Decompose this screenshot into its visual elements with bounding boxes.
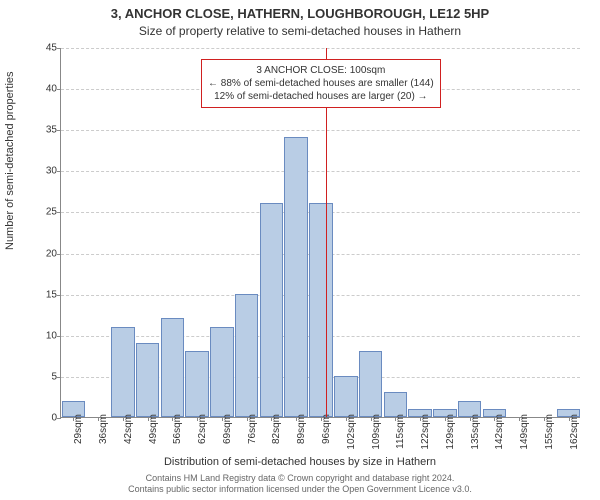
x-axis-label: Distribution of semi-detached houses by …: [0, 456, 600, 468]
y-tick-label: 5: [31, 371, 57, 382]
x-tick-label: 82sqm: [271, 414, 282, 444]
histogram-bar: [185, 351, 209, 417]
y-tick-label: 20: [31, 248, 57, 259]
y-tick-mark: [57, 171, 61, 172]
annotation-line-3: 12% of semi-detached houses are larger (…: [208, 90, 434, 103]
x-tick-label: 155sqm: [544, 414, 555, 450]
x-tick-label: 96sqm: [321, 414, 332, 444]
y-tick-label: 30: [31, 166, 57, 177]
x-tick-label: 135sqm: [470, 414, 481, 450]
histogram-bar: [359, 351, 383, 417]
x-tick-label: 102sqm: [346, 414, 357, 450]
x-tick-label: 115sqm: [395, 414, 406, 449]
x-tick-label: 29sqm: [73, 414, 84, 444]
x-tick-label: 49sqm: [148, 414, 159, 444]
y-tick-mark: [57, 212, 61, 213]
y-tick-label: 45: [31, 43, 57, 54]
x-tick-label: 76sqm: [247, 414, 258, 444]
gridline-h: [61, 171, 580, 172]
plot-area: 05101520253035404529sqm36sqm42sqm49sqm56…: [60, 48, 580, 418]
x-tick-label: 89sqm: [296, 414, 307, 444]
histogram-bar: [161, 318, 185, 417]
footer-attribution: Contains HM Land Registry data © Crown c…: [0, 473, 600, 496]
footer-line-1: Contains HM Land Registry data © Crown c…: [0, 473, 600, 485]
y-tick-label: 0: [31, 413, 57, 424]
histogram-bar: [334, 376, 358, 417]
chart-title-sub: Size of property relative to semi-detach…: [0, 24, 600, 38]
y-tick-mark: [57, 48, 61, 49]
x-tick-label: 162sqm: [569, 414, 580, 450]
y-tick-mark: [57, 130, 61, 131]
x-tick-label: 69sqm: [222, 414, 233, 444]
chart-title-main: 3, ANCHOR CLOSE, HATHERN, LOUGHBOROUGH, …: [0, 6, 600, 21]
x-tick-label: 42sqm: [123, 414, 134, 444]
annotation-line-1: 3 ANCHOR CLOSE: 100sqm: [208, 64, 434, 77]
histogram-bar: [210, 327, 234, 417]
x-tick-label: 122sqm: [420, 414, 431, 450]
histogram-bar: [111, 327, 135, 417]
y-tick-mark: [57, 89, 61, 90]
x-tick-label: 142sqm: [494, 414, 505, 450]
y-tick-mark: [57, 336, 61, 337]
gridline-h: [61, 48, 580, 49]
x-tick-label: 56sqm: [172, 414, 183, 444]
y-tick-mark: [57, 377, 61, 378]
y-tick-mark: [57, 295, 61, 296]
gridline-h: [61, 130, 580, 131]
histogram-bar: [136, 343, 160, 417]
x-tick-label: 62sqm: [197, 414, 208, 444]
footer-line-2: Contains public sector information licen…: [0, 484, 600, 496]
histogram-bar: [309, 203, 333, 417]
x-tick-label: 129sqm: [445, 414, 456, 450]
y-tick-label: 25: [31, 207, 57, 218]
histogram-bar: [260, 203, 284, 417]
y-axis-label: Number of semi-detached properties: [4, 71, 16, 250]
y-tick-label: 40: [31, 84, 57, 95]
y-tick-mark: [57, 254, 61, 255]
y-tick-label: 10: [31, 330, 57, 341]
histogram-bar: [235, 294, 259, 417]
y-tick-label: 35: [31, 125, 57, 136]
x-tick-label: 149sqm: [519, 414, 530, 450]
histogram-bar: [284, 137, 308, 417]
annotation-line-2: ← 88% of semi-detached houses are smalle…: [208, 77, 434, 90]
x-tick-label: 109sqm: [371, 414, 382, 450]
y-tick-label: 15: [31, 289, 57, 300]
chart-container: 3, ANCHOR CLOSE, HATHERN, LOUGHBOROUGH, …: [0, 0, 600, 500]
x-tick-label: 36sqm: [98, 414, 109, 444]
annotation-box: 3 ANCHOR CLOSE: 100sqm← 88% of semi-deta…: [201, 59, 441, 108]
y-tick-mark: [57, 418, 61, 419]
